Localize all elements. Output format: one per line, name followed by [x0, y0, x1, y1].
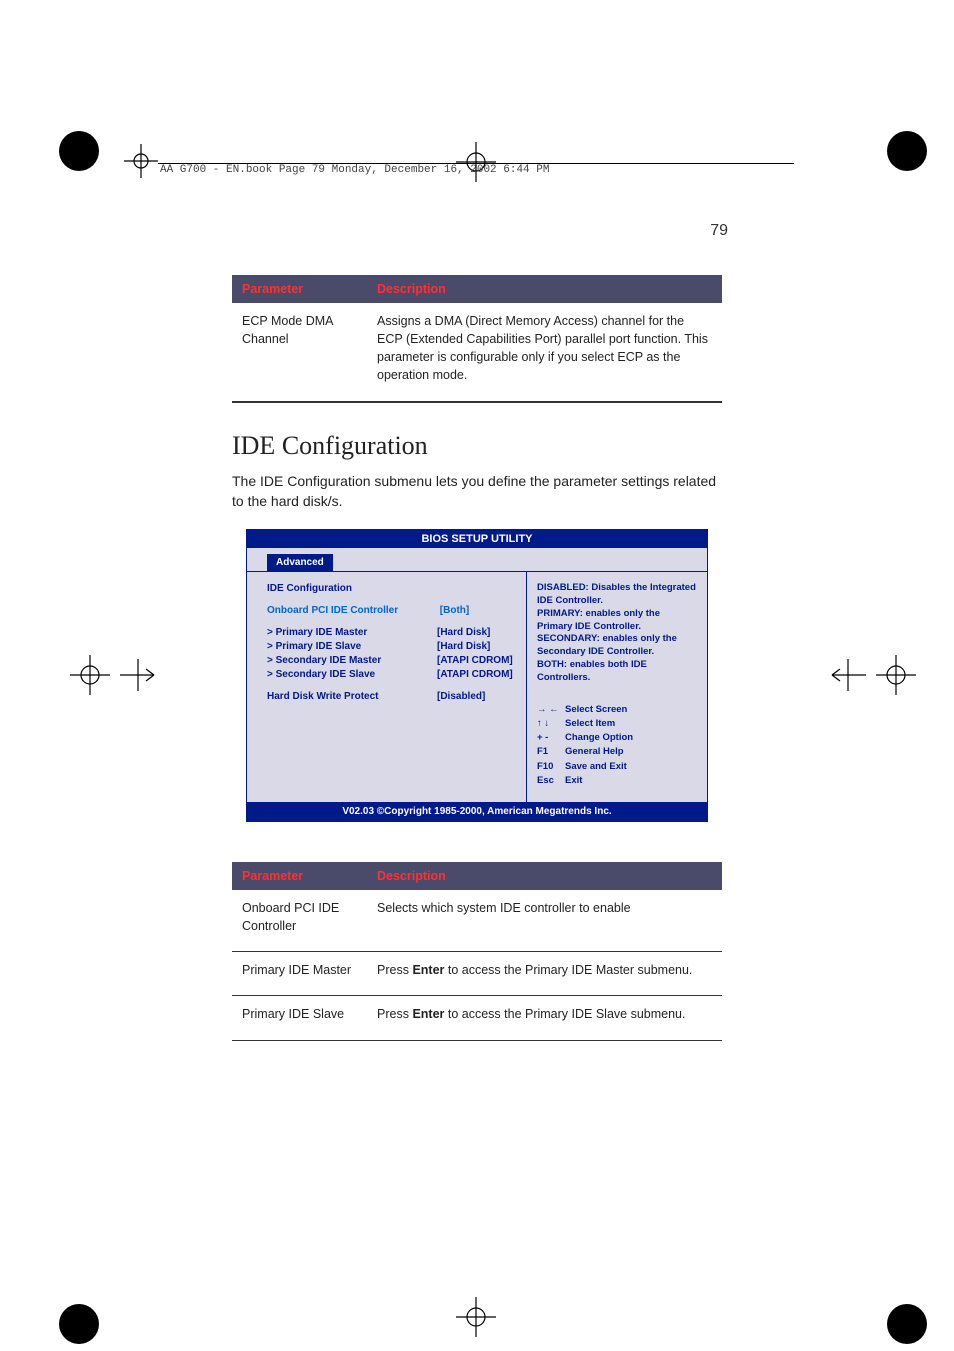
crop-mark-right-center: [876, 655, 916, 695]
crop-mark-top-center: [456, 142, 496, 182]
table-cell-desc: Press Enter to access the Primary IDE Sl…: [367, 996, 722, 1040]
section-title: IDE Configuration: [232, 431, 722, 461]
print-registration-bottom-right: [886, 1303, 928, 1345]
bios-row-value: [ATAPI CDROM]: [437, 668, 513, 682]
header-cross-icon: [124, 144, 158, 178]
bios-key: ↑ ↓: [537, 717, 565, 731]
table-cell-param: Primary IDE Master: [232, 952, 367, 996]
crop-mark-bottom-center: [456, 1297, 496, 1337]
bios-left-heading: IDE Configuration: [267, 582, 516, 596]
bios-left-panel: IDE Configuration Onboard PCI IDE Contro…: [247, 572, 526, 802]
table-header-parameter: Parameter: [232, 862, 367, 890]
table-header-description: Description: [367, 862, 722, 890]
bios-right-panel: DISABLED: Disables the Integrated IDE Co…: [526, 572, 707, 802]
bios-tab-advanced: Advanced: [267, 554, 333, 571]
bios-help-text: BOTH: enables both IDE Controllers.: [537, 659, 697, 685]
table-cell-param: Primary IDE Slave: [232, 996, 367, 1040]
print-header-text: AA G700 - EN.book Page 79 Monday, Decemb…: [160, 164, 549, 176]
table-header-description: Description: [367, 275, 722, 303]
table-cell-desc: Selects which system IDE controller to e…: [367, 890, 722, 952]
bios-row-label: > Secondary IDE Slave: [267, 668, 437, 682]
desc-post: to access the Primary IDE Slave submenu.: [444, 1007, 685, 1021]
page-number: 79: [710, 222, 728, 240]
print-registration-bottom-left: [58, 1303, 100, 1345]
page-content: Parameter Description ECP Mode DMA Chann…: [232, 275, 722, 1041]
arrow-guide-left: [118, 655, 158, 695]
desc-bold: Enter: [412, 1007, 444, 1021]
desc-pre: Press: [377, 963, 412, 977]
bios-row-label: > Primary IDE Slave: [267, 640, 437, 654]
bios-key-legend: → ←Select Screen ↑ ↓Select Item + -Chang…: [537, 703, 697, 789]
bios-key-action: Select Screen: [565, 704, 627, 715]
bios-key-action: Save and Exit: [565, 761, 627, 772]
bios-key: Esc: [537, 774, 565, 788]
bios-screenshot: BIOS SETUP UTILITY Advanced IDE Configur…: [246, 529, 708, 822]
desc-post: to access the Primary IDE Master submenu…: [444, 963, 692, 977]
bios-footer: V02.03 ©Copyright 1985-2000, American Me…: [247, 802, 707, 821]
bios-row-value: [Hard Disk]: [437, 626, 490, 640]
bios-key-action: Select Item: [565, 718, 615, 729]
bios-help-text: DISABLED: Disables the Integrated IDE Co…: [537, 582, 697, 608]
desc-pre: Press: [377, 1007, 412, 1021]
bios-highlight-label: Onboard PCI IDE Controller: [267, 604, 437, 618]
bios-row-value: [ATAPI CDROM]: [437, 654, 513, 668]
bios-row-value: [Hard Disk]: [437, 640, 490, 654]
bios-protect-value: [Disabled]: [437, 690, 485, 704]
desc-bold: Enter: [412, 963, 444, 977]
bios-help-text: PRIMARY: enables only the Primary IDE Co…: [537, 608, 697, 634]
bios-row-label: > Primary IDE Master: [267, 626, 437, 640]
arrow-guide-right: [828, 655, 868, 695]
table-header-parameter: Parameter: [232, 275, 367, 303]
bios-key: → ←: [537, 703, 565, 717]
bios-highlight-value: [Both]: [440, 604, 469, 618]
bios-help-text: SECONDARY: enables only the Secondary ID…: [537, 633, 697, 659]
bios-row-label: > Secondary IDE Master: [267, 654, 437, 668]
table-cell-param: Onboard PCI IDE Controller: [232, 890, 367, 952]
top-parameter-table: Parameter Description ECP Mode DMA Chann…: [232, 275, 722, 403]
print-registration-top-right: [886, 130, 928, 172]
bios-key-action: General Help: [565, 746, 624, 757]
table-cell-desc: Assigns a DMA (Direct Memory Access) cha…: [367, 303, 722, 402]
bios-tabbar: Advanced: [247, 548, 707, 571]
bios-key-action: Exit: [565, 775, 582, 786]
bios-key: F10: [537, 760, 565, 774]
table-cell-param: ECP Mode DMA Channel: [232, 303, 367, 402]
bios-protect-label: Hard Disk Write Protect: [267, 690, 437, 704]
bottom-parameter-table: Parameter Description Onboard PCI IDE Co…: [232, 862, 722, 1041]
section-intro: The IDE Configuration submenu lets you d…: [232, 471, 722, 512]
bios-key-action: Change Option: [565, 732, 633, 743]
print-registration-top-left: [58, 130, 100, 172]
bios-key: + -: [537, 731, 565, 745]
bios-title: BIOS SETUP UTILITY: [247, 530, 707, 548]
bios-key: F1: [537, 745, 565, 759]
table-cell-desc: Press Enter to access the Primary IDE Ma…: [367, 952, 722, 996]
crop-mark-left-center: [70, 655, 110, 695]
